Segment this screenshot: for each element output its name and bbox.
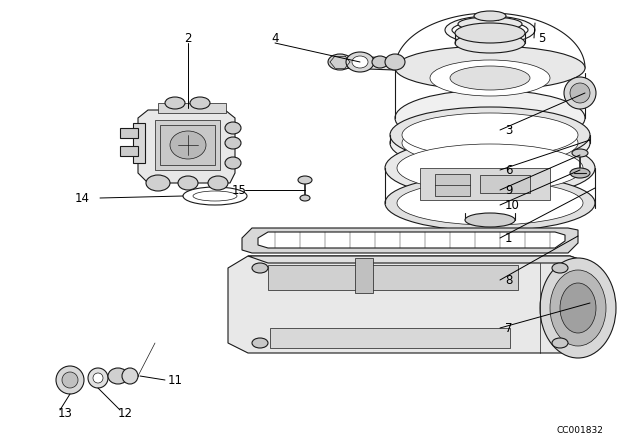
Ellipse shape: [550, 270, 606, 346]
Bar: [158, 103, 226, 113]
Ellipse shape: [178, 176, 198, 190]
Ellipse shape: [397, 181, 583, 225]
Ellipse shape: [390, 115, 590, 171]
Polygon shape: [340, 56, 395, 70]
Ellipse shape: [474, 11, 506, 21]
Ellipse shape: [62, 372, 78, 388]
Ellipse shape: [190, 97, 210, 109]
Text: 12: 12: [118, 406, 133, 419]
Ellipse shape: [193, 191, 237, 201]
Ellipse shape: [146, 175, 170, 191]
Ellipse shape: [108, 368, 128, 384]
Ellipse shape: [552, 338, 568, 348]
Bar: [120, 146, 138, 156]
Ellipse shape: [298, 176, 312, 184]
Polygon shape: [248, 256, 590, 263]
Ellipse shape: [385, 175, 595, 231]
Text: 7: 7: [505, 322, 513, 335]
Ellipse shape: [390, 107, 590, 163]
Bar: [133, 123, 145, 163]
Ellipse shape: [402, 121, 578, 165]
Ellipse shape: [570, 83, 590, 103]
Ellipse shape: [165, 97, 185, 109]
Text: 10: 10: [505, 198, 520, 211]
Ellipse shape: [252, 263, 268, 273]
Text: 2: 2: [184, 31, 192, 44]
Polygon shape: [258, 232, 565, 248]
Ellipse shape: [346, 52, 374, 72]
Ellipse shape: [300, 195, 310, 201]
Ellipse shape: [372, 56, 388, 68]
Ellipse shape: [455, 33, 525, 53]
Ellipse shape: [225, 137, 241, 149]
Text: 14: 14: [75, 191, 90, 204]
Text: 11: 11: [168, 374, 183, 387]
Polygon shape: [242, 228, 578, 253]
Ellipse shape: [385, 138, 595, 198]
Ellipse shape: [328, 54, 352, 70]
Ellipse shape: [465, 213, 515, 227]
Bar: [268, 265, 518, 290]
Ellipse shape: [225, 122, 241, 134]
Bar: [120, 128, 138, 138]
Ellipse shape: [395, 90, 585, 146]
Ellipse shape: [564, 77, 596, 109]
Bar: [435, 174, 470, 196]
Text: 3: 3: [505, 124, 513, 137]
Text: 15: 15: [232, 184, 247, 197]
Bar: [160, 125, 215, 165]
Text: 8: 8: [505, 273, 513, 287]
Ellipse shape: [56, 366, 84, 394]
Ellipse shape: [385, 54, 405, 70]
Text: 1: 1: [505, 232, 513, 245]
Ellipse shape: [540, 258, 616, 358]
Ellipse shape: [572, 149, 588, 157]
Bar: [155, 120, 220, 170]
Ellipse shape: [450, 66, 530, 90]
Ellipse shape: [122, 368, 138, 384]
Ellipse shape: [430, 60, 550, 96]
Ellipse shape: [452, 21, 528, 39]
Ellipse shape: [252, 338, 268, 348]
Ellipse shape: [455, 23, 525, 43]
Text: 5: 5: [538, 31, 545, 44]
Bar: [355, 258, 373, 293]
Ellipse shape: [93, 373, 103, 383]
Bar: [270, 328, 510, 348]
Ellipse shape: [402, 113, 578, 157]
Ellipse shape: [352, 56, 368, 68]
Text: 6: 6: [505, 164, 513, 177]
Text: 4: 4: [271, 31, 279, 44]
Ellipse shape: [458, 17, 522, 31]
Ellipse shape: [445, 16, 535, 44]
Polygon shape: [138, 110, 235, 183]
Bar: [480, 175, 530, 193]
Ellipse shape: [170, 131, 206, 159]
Ellipse shape: [395, 46, 585, 90]
Ellipse shape: [552, 263, 568, 273]
Ellipse shape: [183, 187, 247, 205]
Ellipse shape: [88, 368, 108, 388]
Ellipse shape: [208, 176, 228, 190]
Bar: [420, 168, 550, 200]
Ellipse shape: [397, 144, 583, 192]
Text: CC001832: CC001832: [557, 426, 604, 435]
Text: 13: 13: [58, 406, 73, 419]
Ellipse shape: [560, 283, 596, 333]
Ellipse shape: [570, 168, 590, 178]
Polygon shape: [228, 256, 590, 353]
Text: 9: 9: [505, 184, 513, 197]
Ellipse shape: [225, 157, 241, 169]
